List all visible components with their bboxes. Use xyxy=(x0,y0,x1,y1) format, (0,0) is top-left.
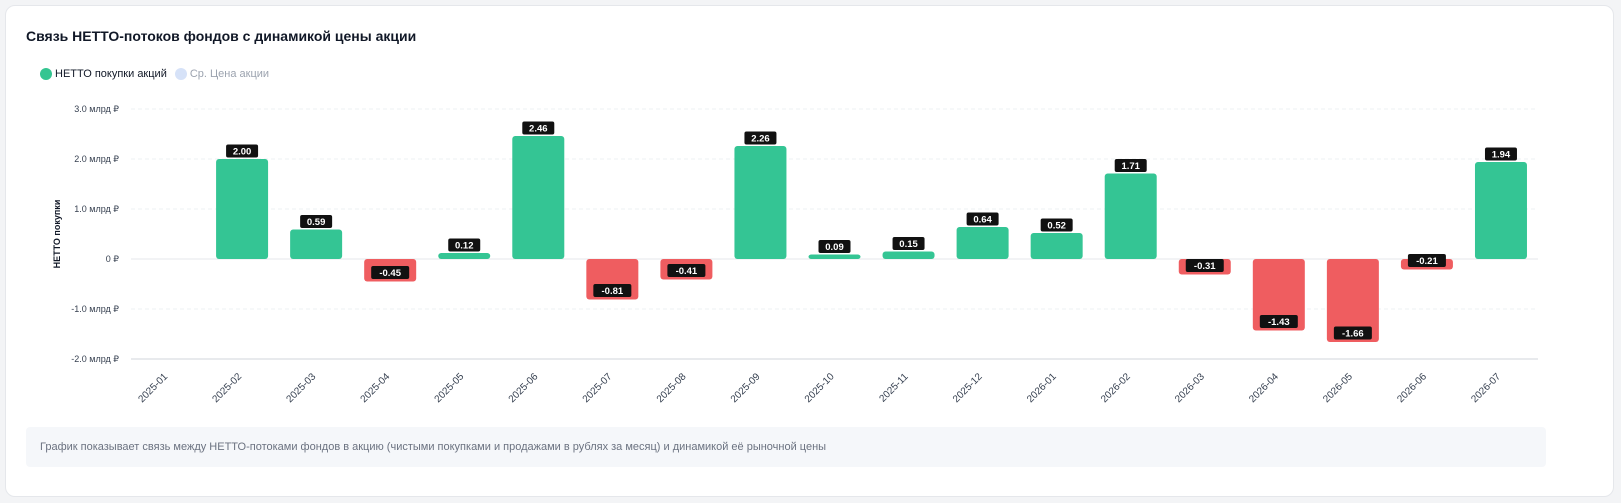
x-tick-label: 2025-11 xyxy=(877,371,911,405)
value-label-bg xyxy=(892,237,925,250)
x-tick-label: 2025-08 xyxy=(655,371,689,405)
value-label-bg xyxy=(371,266,410,279)
value-label: -1.43 xyxy=(1268,317,1290,328)
value-label: 2.26 xyxy=(751,134,770,145)
bar xyxy=(808,254,861,259)
bar xyxy=(216,159,269,259)
legend-item-avg-price[interactable]: Ср. Цена акции xyxy=(174,68,270,80)
bar xyxy=(1474,162,1527,259)
value-label-bg xyxy=(1407,254,1446,267)
x-tick-label: 2025-12 xyxy=(951,371,985,405)
value-label-bg xyxy=(966,212,999,226)
x-tick-label: 2025-01 xyxy=(136,371,170,405)
x-tick-label: 2025-05 xyxy=(433,371,467,405)
value-label: 2.46 xyxy=(529,124,548,135)
bar xyxy=(882,251,935,259)
value-label: -1.66 xyxy=(1342,329,1364,340)
x-tick-label: 2026-07 xyxy=(1469,371,1503,405)
x-tick-label: 2026-03 xyxy=(1173,371,1207,405)
bar xyxy=(512,136,565,259)
x-tick-label: 2025-02 xyxy=(210,371,244,405)
value-label: 0.12 xyxy=(455,241,474,252)
value-label-bg xyxy=(300,215,333,228)
value-label: 1.71 xyxy=(1121,161,1140,172)
bar xyxy=(1252,259,1305,331)
value-label-bg xyxy=(448,238,481,252)
value-label-bg xyxy=(226,144,259,158)
bar xyxy=(956,227,1009,259)
x-tick-label: 2025-07 xyxy=(581,371,615,405)
value-label: -0.45 xyxy=(379,268,401,279)
value-label-bg xyxy=(1484,147,1517,161)
value-label-bg xyxy=(1114,159,1147,172)
bar xyxy=(734,146,787,259)
x-tick-label: 2025-04 xyxy=(359,371,393,405)
legend-item-net-buys[interactable]: НЕТТО покупки акций xyxy=(40,68,167,80)
chart-caption: График показывает связь между НЕТТО-пото… xyxy=(26,427,1546,467)
x-tick-label: 2026-04 xyxy=(1247,371,1281,405)
legend-label: НЕТТО покупки акций xyxy=(55,68,167,80)
x-tick-label: 2026-01 xyxy=(1025,371,1059,405)
value-label: 0.15 xyxy=(899,239,918,250)
x-tick-label: 2025-09 xyxy=(729,371,763,405)
bar xyxy=(1104,173,1157,259)
legend-label: Ср. Цена акции xyxy=(189,68,270,80)
value-label: 0.59 xyxy=(307,217,326,228)
value-label: 1.94 xyxy=(1492,150,1511,161)
chart-legend: НЕТТО покупки акций Ср. Цена акции xyxy=(40,68,269,80)
value-label-bg xyxy=(1333,326,1372,340)
y-tick-label: 0 ₽ xyxy=(106,254,120,264)
value-label-bg xyxy=(818,240,851,253)
value-label-bg xyxy=(667,264,706,277)
x-tick-label: 2026-05 xyxy=(1321,371,1355,405)
value-label-bg xyxy=(744,131,777,145)
chart-title: Связь НЕТТО-потоков фондов с динамикой ц… xyxy=(26,28,417,44)
x-tick-label: 2026-06 xyxy=(1395,371,1429,405)
value-label-bg xyxy=(1259,315,1298,328)
y-axis-title: НЕТТО покупки xyxy=(52,200,62,269)
legend-dot-icon xyxy=(40,68,52,80)
bar xyxy=(1326,259,1379,342)
y-tick-label: 1.0 млрд ₽ xyxy=(74,204,119,214)
y-tick-label: 2.0 млрд ₽ xyxy=(74,154,119,164)
y-tick-label: -2.0 млрд ₽ xyxy=(71,354,119,364)
x-tick-label: 2026-02 xyxy=(1099,371,1133,405)
bar xyxy=(438,253,491,259)
legend-dot-icon xyxy=(174,68,187,80)
value-label: 0.09 xyxy=(825,242,844,253)
value-label-bg xyxy=(1185,259,1224,272)
value-label: -0.81 xyxy=(602,286,624,297)
x-tick-label: 2025-03 xyxy=(285,371,319,405)
value-label-bg xyxy=(593,284,632,297)
bar xyxy=(290,229,343,259)
y-tick-label: -1.0 млрд ₽ xyxy=(71,304,119,314)
value-label-bg xyxy=(1040,218,1073,232)
value-label: -0.31 xyxy=(1194,261,1216,272)
chart-card: Связь НЕТТО-потоков фондов с динамикой ц… xyxy=(5,5,1614,497)
value-label: 0.64 xyxy=(973,215,992,226)
value-label: -0.21 xyxy=(1416,256,1438,267)
x-tick-label: 2025-10 xyxy=(803,371,837,405)
caption-text: График показывает связь между НЕТТО-пото… xyxy=(40,441,827,453)
value-label: 2.00 xyxy=(233,147,252,158)
x-tick-label: 2025-06 xyxy=(507,371,541,405)
value-label-bg xyxy=(522,121,555,135)
y-tick-label: 3.0 млрд ₽ xyxy=(74,104,119,114)
value-label: -0.41 xyxy=(676,266,698,277)
value-label: 0.52 xyxy=(1047,221,1066,232)
bar xyxy=(1030,233,1083,259)
